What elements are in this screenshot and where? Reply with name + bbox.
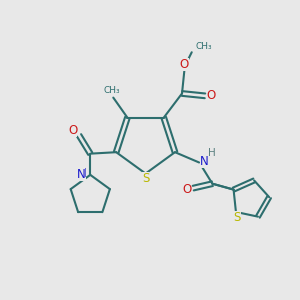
Text: O: O xyxy=(68,124,77,136)
Text: O: O xyxy=(182,183,191,196)
Text: S: S xyxy=(142,172,149,185)
Text: CH₃: CH₃ xyxy=(103,86,120,95)
Text: O: O xyxy=(180,58,189,70)
Text: N: N xyxy=(200,154,208,167)
Text: N: N xyxy=(78,167,86,180)
Text: O: O xyxy=(207,89,216,102)
Text: S: S xyxy=(234,212,241,224)
Text: CH₃: CH₃ xyxy=(195,43,212,52)
Text: N: N xyxy=(76,168,85,182)
Text: H: H xyxy=(208,148,215,158)
